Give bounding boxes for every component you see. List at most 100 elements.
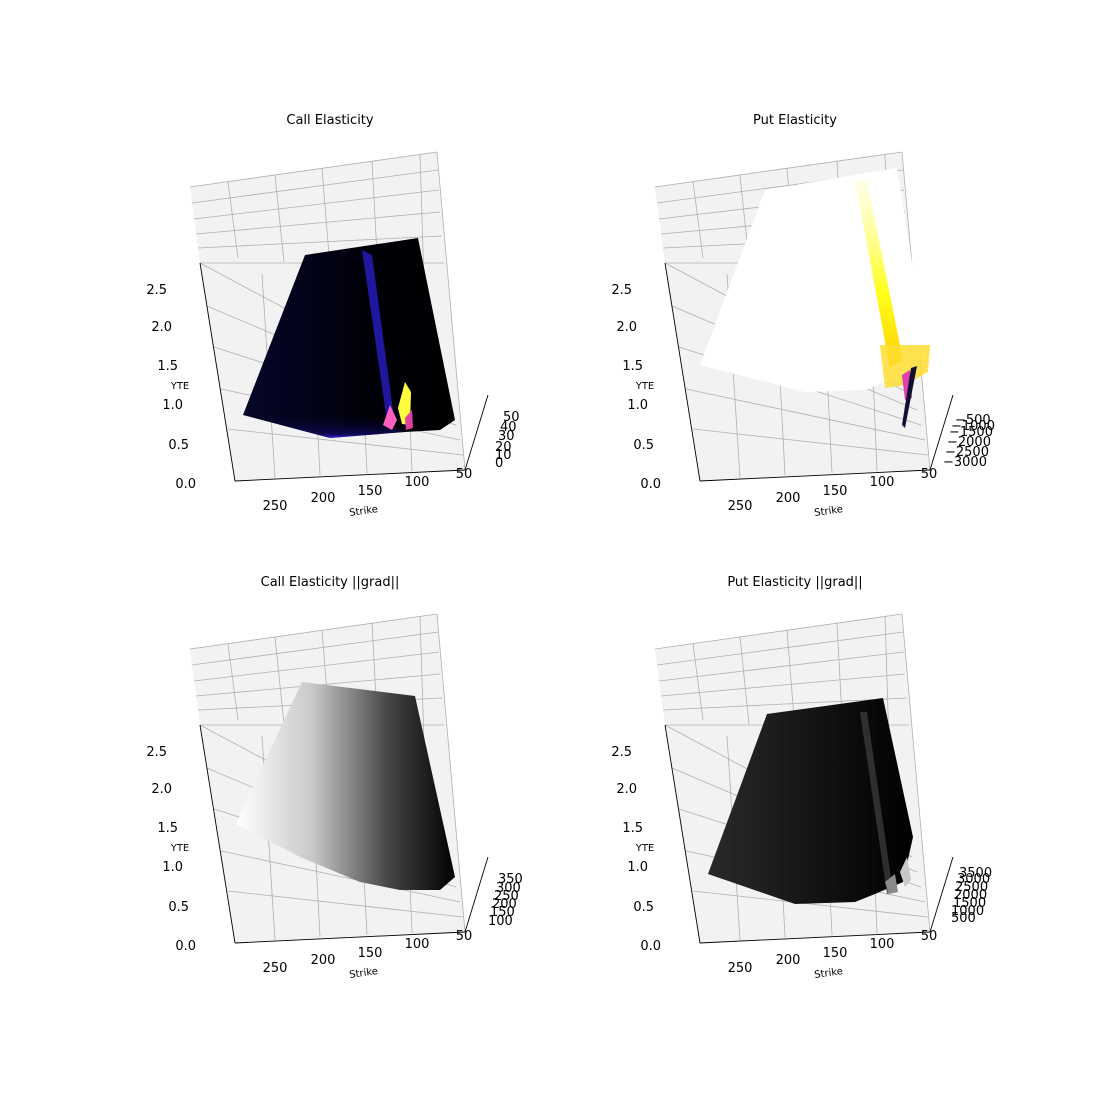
z-tick-label: 1000	[951, 904, 984, 919]
z-tick-label: 150	[490, 905, 515, 920]
y-axis-label: YTE	[170, 381, 190, 392]
x-axis-line	[699, 469, 931, 482]
surface-spike-dark	[902, 366, 917, 428]
y-tick-label: 2.0	[151, 320, 172, 335]
y-tick-labels: 0.0 0.5 1.0 1.5 2.0 2.5	[611, 283, 661, 492]
surface-body	[236, 682, 455, 890]
chart-title: Put Elasticity	[753, 113, 837, 128]
surface	[236, 682, 455, 890]
z-tick-labels: 100 150 200 250 300 350	[488, 872, 523, 929]
z-tick-label: −3000	[943, 455, 987, 470]
y-tick-label: 1.0	[162, 860, 183, 875]
surface-streak	[855, 180, 903, 368]
surface	[700, 168, 930, 428]
z-tick-label: 3500	[959, 866, 992, 881]
y-tick-label: 0.0	[640, 939, 661, 954]
x-tick-label: 200	[311, 953, 336, 968]
y-axis-label: YTE	[635, 381, 655, 392]
z-tick-label: −2000	[947, 435, 991, 450]
x-axis-label: Strike	[349, 966, 379, 981]
x-tick-label: 100	[405, 937, 430, 952]
z-tick-labels: 500 1000 1500 2000 2500 3000 3500	[951, 866, 992, 926]
x-tick-labels: 250 200 150 100 50	[263, 467, 473, 514]
y-tick-label: 2.0	[151, 782, 172, 797]
x-tick-label: 150	[823, 946, 848, 961]
z-tick-label: 1500	[953, 896, 986, 911]
y-tick-label: 0.5	[633, 438, 654, 453]
y-tick-label: 1.0	[627, 860, 648, 875]
z-axis-line	[464, 394, 489, 471]
x-axis-label: Strike	[814, 504, 844, 519]
x-tick-labels: 250 200 150 100 50	[728, 929, 938, 976]
y-axis-label: YTE	[635, 843, 655, 854]
z-tick-label: 0	[495, 456, 503, 471]
x-tick-label: 100	[870, 937, 895, 952]
surface	[243, 238, 455, 438]
surface-edge-glow	[243, 410, 405, 438]
x-tick-label: 50	[921, 929, 938, 944]
x-tick-labels: 250 200 150 100 50	[263, 929, 473, 976]
panel-call-elasticity: Call Elasticity	[146, 113, 519, 519]
y-axis-line	[199, 262, 236, 482]
z-tick-label: 200	[492, 897, 517, 912]
y-axis-line	[664, 724, 701, 944]
y-tick-label: 1.5	[157, 359, 178, 374]
z-tick-label: 2500	[955, 880, 988, 895]
z-axis-line	[464, 856, 489, 933]
x-tick-label: 200	[776, 491, 801, 506]
z-tick-label: −1000	[951, 419, 995, 434]
y-tick-label: 2.0	[616, 320, 637, 335]
z-tick-label: 500	[951, 911, 976, 926]
z-tick-label: 20	[495, 440, 512, 455]
y-tick-label: 1.5	[622, 821, 643, 836]
x-tick-label: 150	[358, 484, 383, 499]
z-tick-labels: 0 10 20 30 40 50	[495, 410, 520, 471]
x-tick-label: 250	[728, 499, 753, 514]
surface-spike-pink	[383, 405, 397, 430]
z-tick-label: 10	[495, 448, 512, 463]
y-tick-label: 2.5	[611, 745, 632, 760]
x-axis-line	[234, 931, 466, 944]
y-tick-label: 0.5	[168, 438, 189, 453]
y-tick-label: 0.0	[175, 939, 196, 954]
y-axis-label: YTE	[170, 843, 190, 854]
z-tick-label: 350	[498, 872, 523, 887]
chart-title: Call Elasticity	[286, 113, 374, 128]
y-tick-label: 1.5	[622, 359, 643, 374]
chart-title: Put Elasticity ||grad||	[727, 575, 862, 590]
x-tick-label: 200	[776, 953, 801, 968]
z-tick-label: 100	[488, 914, 513, 929]
surface-spike-yellow	[398, 382, 411, 425]
x-axis-line	[234, 469, 466, 482]
y-tick-labels: 0.0 0.5 1.0 1.5 2.0 2.5	[611, 745, 661, 954]
y-tick-label: 2.5	[146, 283, 167, 298]
surface	[708, 698, 913, 904]
x-tick-label: 50	[456, 467, 473, 482]
chart-title: Call Elasticity ||grad||	[261, 575, 400, 590]
surface-spike-mid	[885, 874, 898, 894]
z-tick-label: 300	[496, 881, 521, 896]
surface-body	[708, 698, 913, 904]
z-tick-labels: −3000 −2500 −2000 −1500 −1000 −500	[943, 413, 995, 470]
x-tick-label: 250	[263, 961, 288, 976]
surface-streak	[362, 250, 395, 428]
surface-edge-yellow	[880, 345, 930, 388]
x-axis-line	[699, 931, 931, 944]
y-tick-label: 1.5	[157, 821, 178, 836]
z-tick-label: −1500	[949, 425, 993, 440]
y-tick-label: 0.5	[633, 900, 654, 915]
z-tick-label: −500	[955, 413, 991, 428]
panel-put-elasticity: Put Elasticity	[611, 113, 995, 519]
x-tick-label: 50	[456, 929, 473, 944]
x-tick-label: 100	[405, 475, 430, 490]
surface-body	[243, 238, 455, 438]
y-axis-line	[199, 724, 236, 944]
surface-spike-magenta	[405, 410, 413, 430]
x-tick-label: 250	[263, 499, 288, 514]
y-tick-label: 2.5	[611, 283, 632, 298]
z-tick-label: 3000	[957, 872, 990, 887]
x-tick-label: 250	[728, 961, 753, 976]
x-tick-label: 150	[358, 946, 383, 961]
y-tick-label: 1.0	[627, 398, 648, 413]
